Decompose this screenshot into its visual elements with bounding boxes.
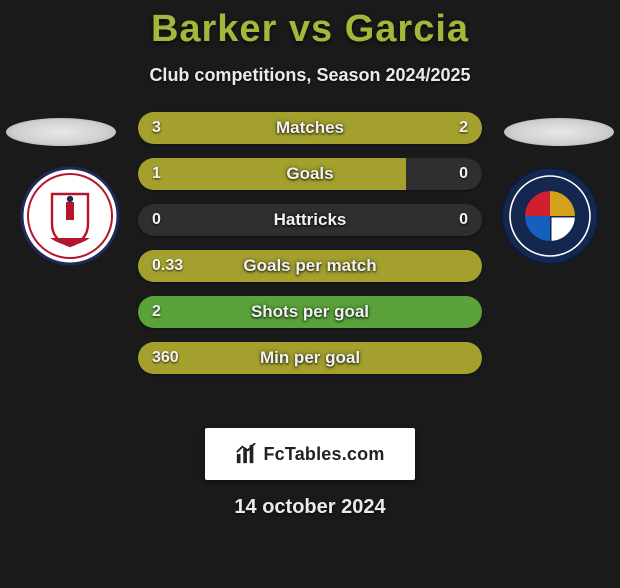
- bar-segment-left: [138, 158, 406, 190]
- brand-text: FcTables.com: [263, 444, 384, 465]
- reading-crest-icon: [500, 166, 600, 266]
- bar-track: [138, 158, 482, 190]
- stat-bars: Matches32 Goals10 Hattricks00 Goals per mat…: [138, 112, 482, 374]
- stat-bar-row: Goals per match0.33: [138, 250, 482, 282]
- bar-segment-right: [406, 158, 482, 190]
- bar-segment-right: [310, 204, 482, 236]
- page-title: Barker vs Garcia: [0, 8, 620, 51]
- bar-track: [138, 296, 482, 328]
- bar-segment-left: [138, 342, 482, 374]
- chart-icon: [235, 443, 257, 465]
- stat-bar-row: Matches32: [138, 112, 482, 144]
- player-shadow-left: [6, 118, 116, 146]
- bar-track: [138, 342, 482, 374]
- comparison-stage: Matches32 Goals10 Hattricks00 Goals per mat…: [0, 108, 620, 408]
- bar-segment-left: [138, 250, 482, 282]
- generation-date: 14 october 2024: [0, 496, 620, 519]
- club-crest-right: [500, 166, 600, 266]
- bar-segment-left: [138, 296, 482, 328]
- stat-bar-row: Goals10: [138, 158, 482, 190]
- crawley-crest-icon: [20, 166, 120, 266]
- bar-track: [138, 204, 482, 236]
- stat-bar-row: Shots per goal2: [138, 296, 482, 328]
- bar-segment-left: [138, 112, 344, 144]
- brand-badge: FcTables.com: [205, 428, 415, 480]
- bar-track: [138, 250, 482, 282]
- stat-bar-row: Hattricks00: [138, 204, 482, 236]
- player-shadow-right: [504, 118, 614, 146]
- bar-segment-right: [344, 112, 482, 144]
- club-crest-left: [20, 166, 120, 266]
- stat-bar-row: Min per goal360: [138, 342, 482, 374]
- bar-segment-left: [138, 204, 310, 236]
- bar-track: [138, 112, 482, 144]
- season-subtitle: Club competitions, Season 2024/2025: [0, 65, 620, 86]
